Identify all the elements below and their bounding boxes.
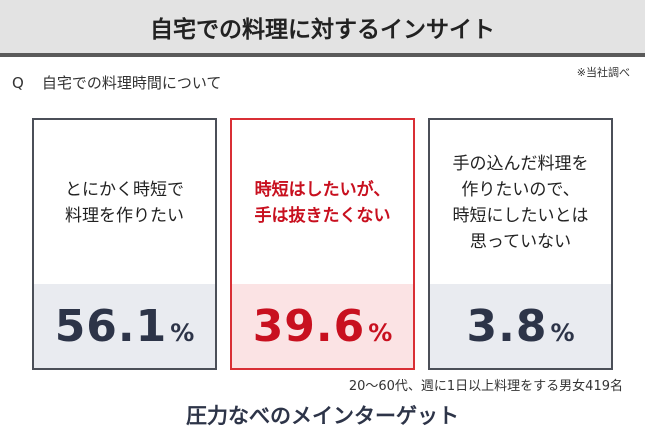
sample-description: 20～60代、週に1日以上料理をする男女419名 [348,379,623,394]
answer-label: とにかく時短で 料理を作りたい [65,180,184,226]
answer-card-1: とにかく時短で 料理を作りたい 56.1% [32,118,217,370]
target-heading: 圧力なべのメインターゲット [186,404,459,428]
answer-card-2: 時短はしたいが、 手は抜きたくない 39.6% [230,118,415,370]
answer-percentage: 39.6 [252,300,366,352]
percent-sign: % [550,319,575,347]
source-note: ※当社調べ [576,66,630,79]
answer-percentage: 56.1 [54,300,168,352]
answer-percentage: 3.8 [466,300,548,352]
question: Q 自宅での料理時間について [12,72,221,93]
answer-value-box: 56.1% [34,284,215,368]
answer-label: 時短はしたいが、 手は抜きたくない [254,180,391,226]
answer-value-box: 39.6% [232,284,413,368]
title-bar [0,0,645,57]
page-title: 自宅での料理に対するインサイト [150,16,495,43]
percent-sign: % [368,319,393,347]
question-marker: Q [12,74,24,92]
percent-sign: % [170,319,195,347]
title-underline [0,53,645,57]
question-text: 自宅での料理時間について [41,74,222,92]
answer-label: 手の込んだ料理を 作りたいので、 時短にしたいとは 思っていない [452,154,589,252]
answer-value-box: 3.8% [430,284,611,368]
answer-card-3: 手の込んだ料理を 作りたいので、 時短にしたいとは 思っていない 3.8% [428,118,613,370]
